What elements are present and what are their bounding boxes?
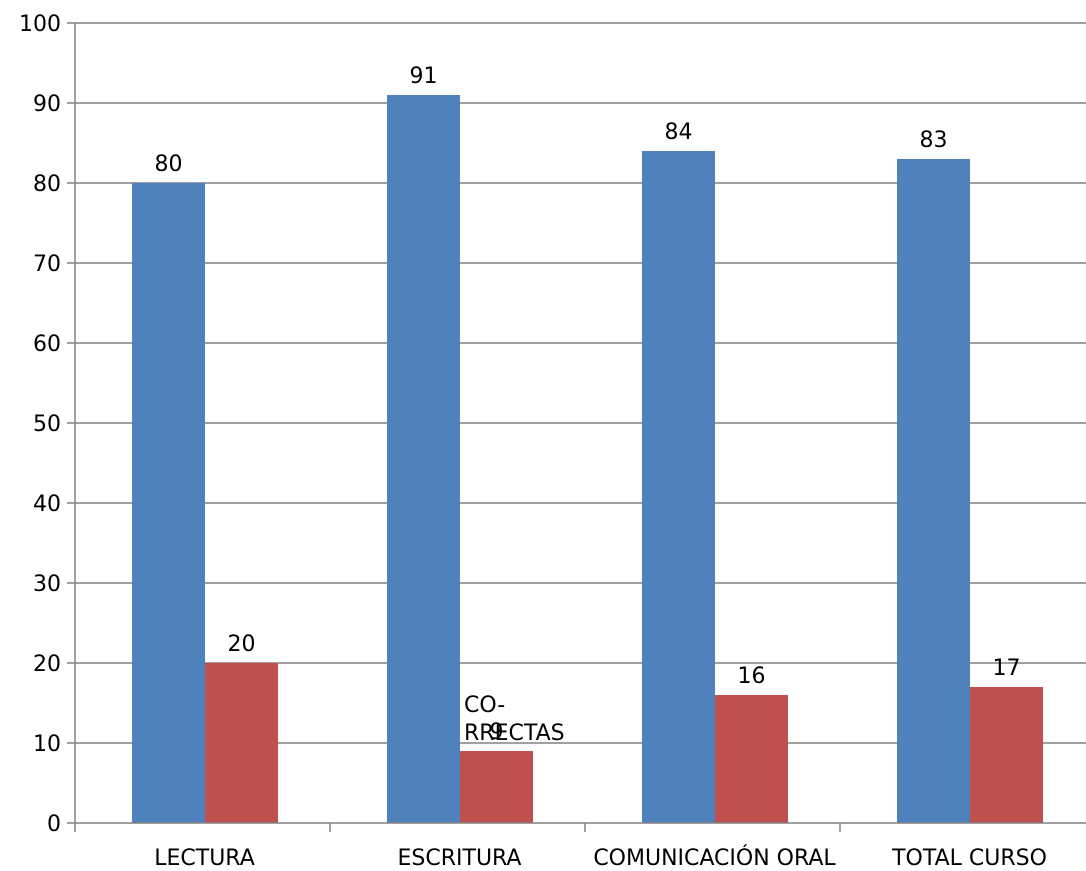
data-label: 16 [738, 664, 766, 689]
y-tick-label: 100 [19, 12, 61, 37]
bar [387, 95, 460, 823]
y-tick-label: 30 [33, 572, 61, 597]
bar [205, 663, 278, 823]
data-label: 80 [155, 152, 183, 177]
y-tick-label: 90 [33, 92, 61, 117]
bars [132, 95, 1043, 823]
y-tick-label: 0 [47, 812, 61, 837]
labels: 0 10 20 30 40 50 60 70 80 90 100 80 20 LECTURA 91 9 ESCR… [19, 12, 1047, 871]
y-tick-label: 80 [33, 172, 61, 197]
x-category-label: LECTURA [154, 846, 255, 871]
bar [460, 751, 533, 823]
annotation-label: RRECTAS [464, 721, 565, 746]
x-category-label: COMUNICACIÓN ORAL [593, 845, 836, 871]
bar [970, 687, 1043, 823]
y-tick-label: 40 [33, 492, 61, 517]
y-tick-label: 50 [33, 412, 61, 437]
data-label: 91 [410, 64, 438, 89]
axes [67, 22, 1086, 832]
y-tick-label: 10 [33, 732, 61, 757]
y-tick-label: 70 [33, 252, 61, 277]
bar [897, 159, 970, 823]
bar [715, 695, 788, 823]
x-category-label: TOTAL CURSO [891, 846, 1047, 871]
y-tick-label: 60 [33, 332, 61, 357]
data-label: 83 [920, 128, 948, 153]
data-label: 84 [665, 120, 693, 145]
data-label: 9 [490, 720, 504, 745]
annotation-label: CO- [464, 693, 505, 718]
y-tick-label: 20 [33, 652, 61, 677]
x-category-label: ESCRITURA [398, 846, 522, 871]
data-label: 17 [993, 656, 1021, 681]
data-label: 20 [228, 632, 256, 657]
bar [132, 183, 205, 823]
bar [642, 151, 715, 823]
